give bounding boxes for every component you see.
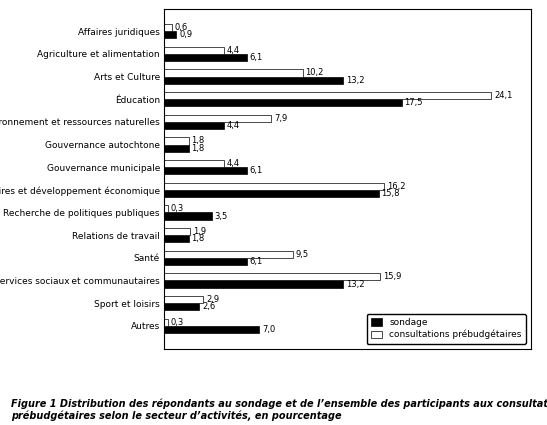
Text: 4,4: 4,4 [226,121,240,130]
Text: 6,1: 6,1 [249,257,263,266]
Bar [164,24,172,31]
Bar [164,235,189,242]
Text: Figure 1 Distribution des répondants au sondage et de l’ensemble des participant: Figure 1 Distribution des répondants au … [11,398,547,421]
Text: 13,2: 13,2 [346,280,364,289]
Text: 10,2: 10,2 [305,68,324,77]
Legend: sondage, consultations prébudgétaires: sondage, consultations prébudgétaires [366,314,526,344]
Bar [164,228,190,235]
Text: 4,4: 4,4 [226,46,240,55]
Text: 13,2: 13,2 [346,76,364,85]
Bar [164,54,247,61]
Text: 24,1: 24,1 [494,91,513,100]
Bar [164,144,189,152]
Text: 7,9: 7,9 [274,114,287,123]
Text: 17,5: 17,5 [404,98,423,108]
Bar [164,122,224,129]
Bar [164,273,380,281]
Bar [164,92,491,99]
Bar [164,137,189,144]
Bar [164,258,247,265]
Text: 6,1: 6,1 [249,166,263,175]
Bar [164,160,224,167]
Bar [164,303,200,310]
Text: 6,1: 6,1 [249,53,263,62]
Text: 15,8: 15,8 [381,189,400,198]
Bar [164,205,168,212]
Bar [164,190,379,197]
Bar [164,251,293,258]
Text: 1,9: 1,9 [193,227,206,236]
Text: 0,6: 0,6 [175,23,188,32]
Text: 2,9: 2,9 [206,295,219,304]
Bar [164,296,203,303]
Bar [164,76,344,84]
Bar [164,326,259,333]
Text: 15,9: 15,9 [383,272,401,281]
Text: 0,3: 0,3 [171,317,184,327]
Text: 4,4: 4,4 [226,159,240,168]
Bar [164,319,168,326]
Text: 1,8: 1,8 [191,144,205,153]
Bar [164,167,247,174]
Bar [164,280,344,288]
Text: 0,3: 0,3 [171,204,184,213]
Bar [164,212,212,220]
Text: 9,5: 9,5 [296,249,309,259]
Bar [164,183,384,190]
Bar [164,115,271,122]
Text: 0,9: 0,9 [179,30,192,40]
Text: 2,6: 2,6 [202,302,216,311]
Text: 1,8: 1,8 [191,136,205,145]
Bar [164,69,302,76]
Text: 1,8: 1,8 [191,234,205,243]
Text: 16,2: 16,2 [387,182,405,191]
Bar [164,31,176,38]
Text: 3,5: 3,5 [214,212,228,221]
Bar [164,99,401,106]
Bar [164,47,224,54]
Text: 7,0: 7,0 [262,325,275,334]
